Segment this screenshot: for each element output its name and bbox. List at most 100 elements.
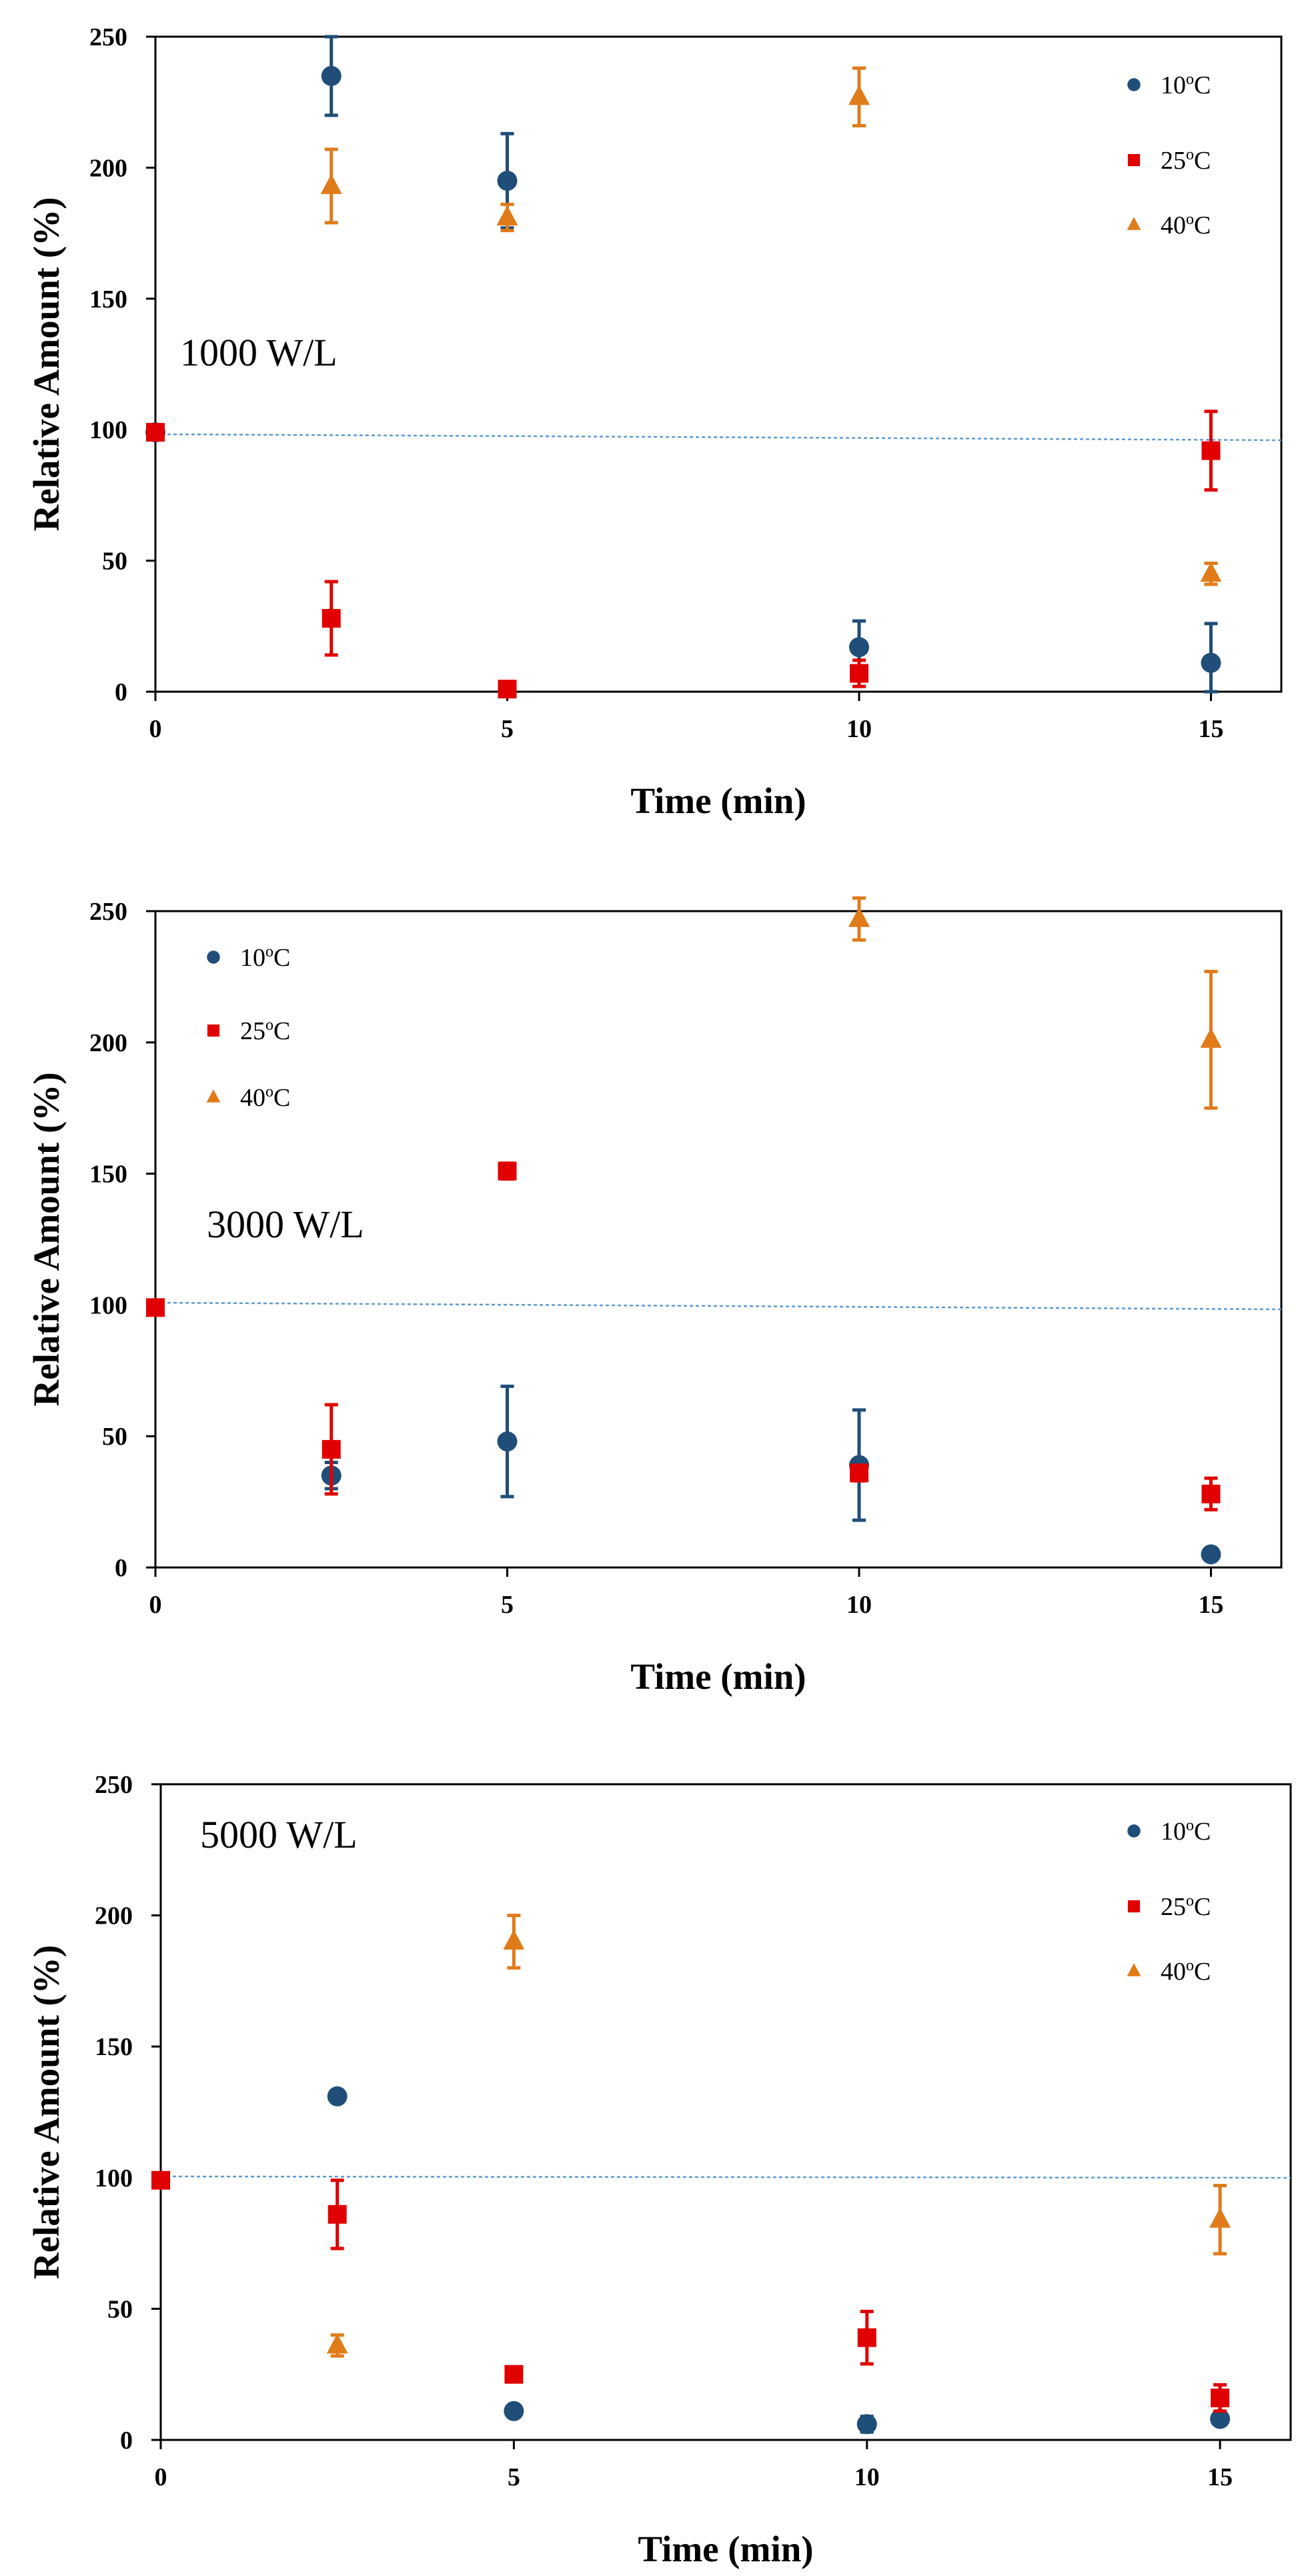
y-tick-label: 0 bbox=[120, 2427, 133, 2455]
legend-label-sup: o bbox=[1186, 1957, 1194, 1974]
legend-marker-triangle bbox=[206, 1089, 221, 1103]
legend-marker-square bbox=[1127, 153, 1141, 167]
legend-label-sup: o bbox=[1186, 211, 1194, 228]
x-tick-label: 0 bbox=[149, 715, 162, 743]
data-point-circle bbox=[1201, 1544, 1221, 1565]
legend-marker-triangle bbox=[1127, 1963, 1141, 1976]
reference-line bbox=[155, 1301, 1282, 1311]
legend-marker-triangle bbox=[1127, 217, 1141, 230]
y-tick-label: 50 bbox=[102, 548, 127, 576]
y-tick-label: 100 bbox=[95, 2164, 133, 2192]
x-axis-title: Time (min) bbox=[630, 780, 806, 821]
legend-label-unit: C bbox=[1194, 147, 1211, 175]
x-tick-label: 10 bbox=[854, 2463, 880, 2491]
data-point-triangle bbox=[503, 1929, 525, 1950]
legend-marker-square bbox=[207, 1024, 220, 1037]
legend-label-unit: C bbox=[1194, 1893, 1211, 1921]
chart-panel-1: 0 50 100 150 200 250 0 5 10 15 Time (min) Relative … bbox=[26, 23, 1283, 821]
plot-area-frame bbox=[154, 910, 1283, 1569]
y-axis-title: Relative Amount (%) bbox=[26, 1945, 67, 2279]
legend-label-unit: C bbox=[273, 1017, 290, 1045]
reference-line bbox=[155, 433, 1282, 442]
data-point-square bbox=[1201, 1484, 1221, 1503]
data-point-circle bbox=[327, 2086, 348, 2106]
legend-label: 10oC bbox=[1161, 1817, 1211, 1846]
legend-marker-circle bbox=[1127, 1824, 1141, 1838]
legend-label-value: 40 bbox=[1161, 211, 1186, 239]
data-point-square bbox=[321, 609, 341, 628]
legend-label-sup: o bbox=[265, 1017, 273, 1034]
legend-label: 25oC bbox=[1161, 1892, 1211, 1921]
legend-label-unit: C bbox=[1194, 211, 1211, 239]
plot-area-frame bbox=[154, 35, 1283, 693]
y-tick-label: 50 bbox=[102, 1423, 127, 1451]
data-point-square bbox=[146, 1298, 165, 1317]
legend-label-sup: o bbox=[1186, 1817, 1194, 1834]
y-tick-label: 200 bbox=[89, 154, 127, 182]
data-point-square bbox=[504, 2365, 524, 2384]
y-tick-label: 250 bbox=[89, 23, 127, 51]
legend-label-unit: C bbox=[273, 944, 290, 972]
legend-label-value: 40 bbox=[240, 1084, 265, 1112]
data-point-circle bbox=[497, 1431, 518, 1452]
panel-label: 1000 W/L bbox=[180, 331, 338, 374]
data-point-square bbox=[1211, 2389, 1230, 2408]
y-tick-label: 200 bbox=[95, 1902, 133, 1930]
legend-label-value: 25 bbox=[1161, 1893, 1186, 1921]
chart-panel-3: 0 50 100 150 200 250 0 5 10 15 Time (min) Relative … bbox=[26, 1771, 1292, 2569]
data-point-square bbox=[498, 1161, 517, 1181]
x-axis-title: Time (min) bbox=[630, 1656, 806, 1697]
data-point-circle bbox=[1210, 2409, 1231, 2429]
data-point-circle bbox=[856, 2414, 877, 2435]
y-axis-title: Relative Amount (%) bbox=[26, 1072, 67, 1406]
y-tick-label: 150 bbox=[89, 285, 127, 313]
legend-label-sup: o bbox=[1186, 71, 1194, 88]
panel-label: 5000 W/L bbox=[200, 1813, 358, 1856]
data-point-triangle bbox=[320, 173, 342, 194]
y-tick-label: 150 bbox=[95, 2033, 133, 2061]
legend-label-value: 25 bbox=[240, 1017, 265, 1045]
legend-label-unit: C bbox=[1194, 1958, 1211, 1986]
data-point-circle bbox=[497, 171, 518, 191]
data-point-square bbox=[151, 2170, 170, 2190]
y-tick-label: 50 bbox=[107, 2295, 133, 2323]
x-tick-label: 15 bbox=[1199, 715, 1224, 743]
legend-label: 25oC bbox=[1161, 146, 1211, 175]
data-point-triangle bbox=[848, 85, 870, 105]
panel-label: 3000 W/L bbox=[207, 1203, 364, 1246]
legend-label-unit: C bbox=[273, 1084, 290, 1112]
data-point-square bbox=[857, 2328, 876, 2347]
chart-panel-2: 0 50 100 150 200 250 0 5 10 15 Time (min) Relative … bbox=[26, 896, 1283, 1697]
legend-marker-circle bbox=[1127, 78, 1141, 91]
legend-label: 25oC bbox=[240, 1017, 290, 1045]
legend-label-unit: C bbox=[1194, 71, 1211, 99]
y-tick-label: 250 bbox=[95, 1771, 133, 1799]
legend-label-value: 10 bbox=[1161, 1818, 1186, 1846]
y-tick-label: 150 bbox=[89, 1161, 127, 1189]
x-tick-label: 0 bbox=[155, 2463, 167, 2491]
data-point-triangle bbox=[326, 2333, 348, 2354]
data-point-triangle bbox=[848, 906, 870, 927]
data-point-square bbox=[328, 2204, 347, 2224]
data-point-triangle bbox=[1200, 562, 1222, 582]
legend-marker-circle bbox=[207, 950, 220, 964]
y-tick-label: 0 bbox=[115, 1554, 127, 1582]
legend-label: 10oC bbox=[240, 943, 290, 972]
data-point-circle bbox=[1201, 652, 1221, 673]
legend-label: 40oC bbox=[1161, 1957, 1211, 1986]
legend-label-value: 40 bbox=[1161, 1958, 1186, 1986]
legend-label: 10oC bbox=[1161, 71, 1211, 99]
plot-area-frame bbox=[159, 1783, 1292, 2441]
legend-label-value: 25 bbox=[1161, 147, 1186, 175]
x-tick-label: 5 bbox=[501, 715, 514, 743]
data-point-circle bbox=[321, 65, 342, 86]
legend-label: 40oC bbox=[240, 1083, 290, 1112]
x-tick-label: 5 bbox=[501, 1591, 514, 1619]
data-point-square bbox=[498, 680, 517, 699]
legend-label-sup: o bbox=[1186, 146, 1194, 163]
data-point-triangle bbox=[1200, 1027, 1222, 1048]
x-tick-label: 15 bbox=[1207, 2463, 1233, 2491]
y-tick-label: 0 bbox=[115, 678, 127, 706]
legend-label: 40oC bbox=[1161, 211, 1211, 239]
